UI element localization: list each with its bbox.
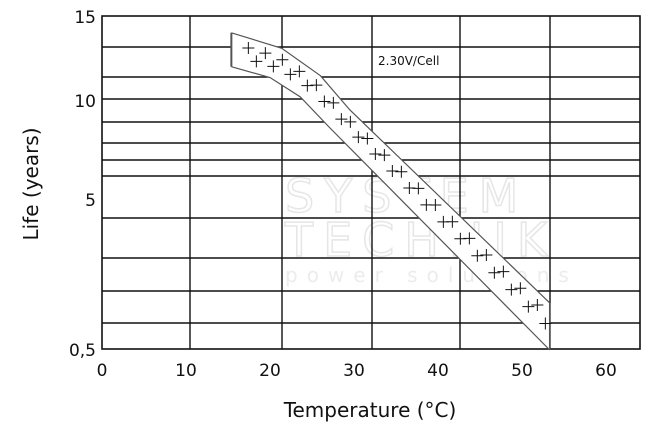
plus-marker (242, 42, 255, 55)
plus-marker (488, 266, 501, 279)
watermark-line2: TECHNIK (284, 213, 557, 267)
y-tick-label: 10 (74, 92, 96, 112)
plus-marker (446, 215, 459, 228)
plus-marker (412, 182, 425, 195)
plus-marker (318, 95, 331, 108)
plus-marker (463, 232, 476, 245)
plus-marker (293, 65, 306, 78)
x-tick-label: 40 (427, 361, 449, 381)
plus-marker (429, 199, 442, 212)
y-tick-label: 5 (85, 191, 96, 211)
plus-marker (250, 55, 263, 68)
plus-marker (539, 317, 552, 330)
plot-frame (101, 15, 641, 350)
plus-marker (369, 148, 382, 161)
x-tick-label: 20 (259, 361, 281, 381)
x-tick-label: 30 (343, 361, 365, 381)
x-tick-label: 0 (97, 361, 108, 381)
watermark-line3: power solutions (285, 263, 578, 287)
plus-marker (497, 265, 510, 278)
plus-marker (284, 68, 297, 81)
plus-marker (276, 53, 289, 66)
plus-marker (310, 79, 323, 92)
plus-marker (344, 115, 357, 128)
plus-marker (327, 96, 340, 109)
band-upper-edge (231, 32, 551, 304)
grid (101, 15, 641, 350)
band-lower-edge (231, 66, 551, 351)
x-tick-label: 10 (175, 361, 197, 381)
y-tick-label: 15 (74, 8, 96, 28)
plus-marker (259, 47, 272, 60)
y-tick-labels: 0,5 5 10 15 (69, 8, 96, 361)
x-tick-label: 60 (595, 361, 617, 381)
plus-marker (301, 79, 314, 92)
plus-marker (395, 165, 408, 178)
plus-marker (386, 164, 399, 177)
y-tick-label: 0,5 (69, 341, 96, 361)
plus-marker (522, 300, 535, 313)
y-axis-label: Life (years) (19, 127, 43, 240)
plus-marker (378, 149, 391, 162)
voltage-annotation: 2.30V/Cell (378, 54, 439, 68)
band-area (231, 32, 550, 350)
plus-marker (361, 132, 374, 145)
plus-marker (531, 298, 544, 311)
x-tick-labels: 0 10 20 30 40 50 60 (97, 361, 617, 381)
life-band (230, 32, 552, 351)
plus-marker (267, 60, 280, 73)
plus-marker (505, 283, 518, 296)
plus-marker (514, 282, 527, 295)
plus-marker (471, 249, 484, 262)
plus-marker (480, 249, 493, 262)
plus-marker (335, 113, 348, 126)
x-axis-label: Temperature (°C) (283, 398, 457, 422)
x-tick-label: 50 (511, 361, 533, 381)
plus-marker (352, 131, 365, 144)
